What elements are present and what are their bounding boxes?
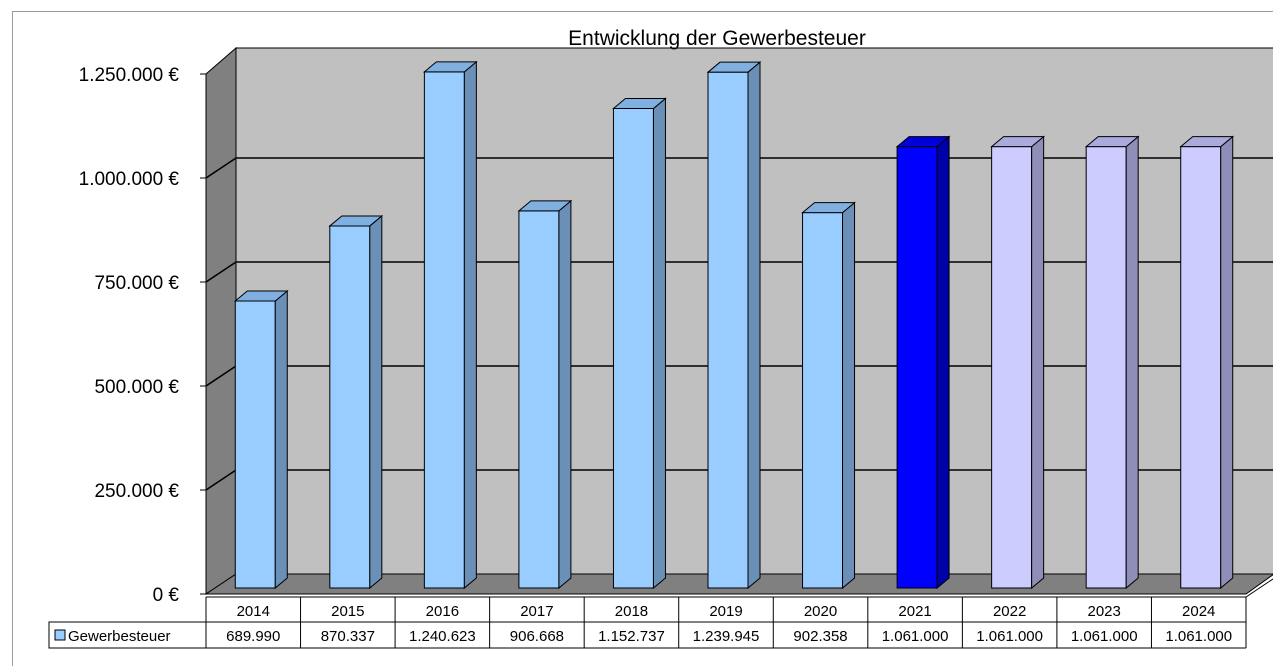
bar-top-2016	[422, 61, 478, 73]
x-tick-label: 2019	[709, 603, 742, 620]
bar-2020	[802, 212, 844, 589]
bar-side-2014	[274, 289, 288, 590]
bar-side-2018	[652, 97, 666, 590]
bar-2014	[234, 300, 276, 589]
bar-top-2015	[328, 215, 384, 227]
x-tick-label: 2015	[331, 603, 364, 620]
x-tick-label: 2021	[898, 603, 931, 620]
data-label: 1.152.737	[598, 628, 665, 645]
bar-top-2021	[895, 136, 951, 148]
x-tick-label: 2014	[237, 603, 270, 620]
data-label: 1.061.000	[1071, 628, 1138, 645]
bar-side-2024	[1220, 135, 1234, 590]
bar-2017	[518, 210, 560, 589]
data-label: 902.358	[793, 628, 847, 645]
x-tick-label: 2020	[804, 603, 837, 620]
bar-side-2019	[747, 61, 761, 590]
bar-2024	[1180, 146, 1222, 589]
bar-side-2020	[842, 201, 856, 590]
side-wall	[205, 46, 237, 595]
data-label: 1.239.945	[693, 628, 760, 645]
bar-2019	[707, 71, 749, 589]
bar-top-2023	[1084, 136, 1140, 148]
x-tick-label: 2018	[615, 603, 648, 620]
floor-edge	[1245, 578, 1273, 598]
bar-top-2024	[1179, 136, 1235, 148]
chart-frame: 0 € 250.000 € 500.000 € 750.000 € 1.000.000 …	[12, 11, 1273, 666]
bar-top-2017	[517, 200, 573, 212]
bar-2015	[329, 225, 371, 589]
data-label: 1.240.623	[409, 628, 476, 645]
x-tick-label: 2016	[426, 603, 459, 620]
x-tick-label: 2017	[520, 603, 553, 620]
x-tick-label: 2022	[993, 603, 1026, 620]
data-label: 870.337	[321, 628, 375, 645]
data-label: 906.668	[510, 628, 564, 645]
bar-side-2015	[369, 214, 383, 590]
legend-key	[54, 629, 66, 641]
bar-side-2016	[463, 60, 477, 590]
bar-side-2017	[558, 199, 572, 590]
bar-top-2022	[990, 136, 1046, 148]
bar-top-2019	[706, 61, 762, 73]
y-tick-label: 1.000.000 €	[79, 169, 180, 190]
bar-side-2022	[1031, 135, 1045, 590]
x-tick-label: 2023	[1087, 603, 1120, 620]
y-tick-label: 750.000 €	[94, 273, 179, 294]
y-tick-label: 1.250.000 €	[79, 65, 180, 86]
bar-2018	[612, 107, 654, 589]
y-tick-label: 500.000 €	[94, 377, 179, 398]
chart-title: Entwicklung der Gewerbesteuer	[568, 27, 866, 50]
y-tick-label: 250.000 €	[94, 481, 179, 502]
data-label: 1.061.000	[1165, 628, 1232, 645]
bar-2016	[423, 71, 465, 589]
bar-top-2018	[612, 97, 667, 109]
bar-side-2021	[936, 135, 950, 590]
data-label: 689.990	[226, 628, 280, 645]
y-tick-label: 0 €	[153, 585, 180, 606]
bar-2022	[991, 146, 1033, 589]
legend-label: Gewerbesteuer	[68, 628, 171, 645]
bar-2021	[896, 146, 938, 589]
bar-top-2020	[801, 202, 856, 214]
x-tick-label: 2024	[1182, 603, 1215, 620]
bar-side-2023	[1125, 135, 1139, 590]
data-label: 1.061.000	[882, 628, 949, 645]
gewerbesteuer-chart: 0 € 250.000 € 500.000 € 750.000 € 1.000.000 …	[48, 27, 1273, 649]
data-label: 1.061.000	[976, 628, 1043, 645]
bar-2023	[1085, 146, 1127, 589]
bar-top-2014	[233, 290, 289, 302]
